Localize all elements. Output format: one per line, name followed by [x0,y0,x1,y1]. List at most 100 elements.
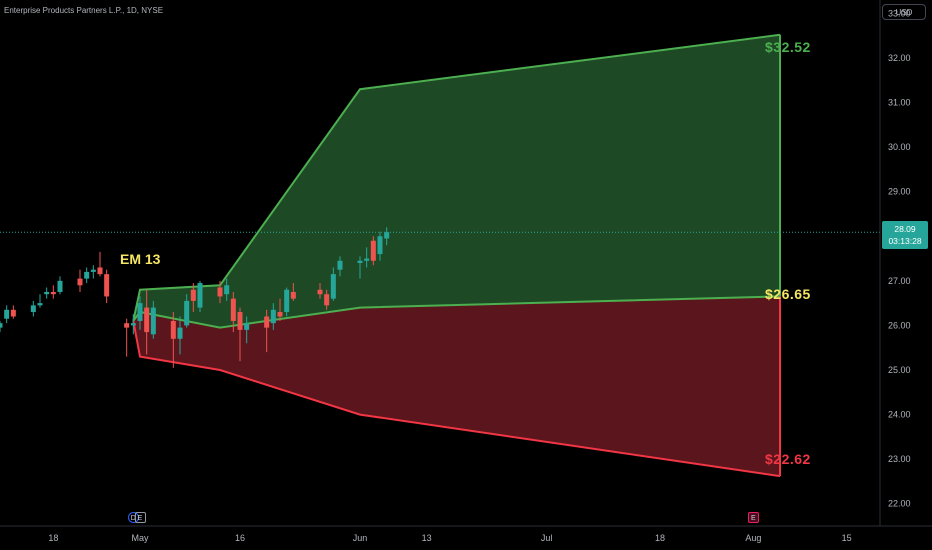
candle [44,287,50,299]
candle-body [84,271,90,279]
candle [30,300,36,317]
time-tick-label: May [131,533,149,543]
earnings-event-icon[interactable]: E [747,512,759,523]
candle [37,294,43,308]
candle-body [324,294,330,306]
bearish-zone [133,296,781,477]
candle-body [77,278,83,286]
candle-body [384,232,390,239]
candle [357,256,363,279]
candle [50,285,56,299]
candle-body [224,285,230,295]
candle [150,300,156,339]
candle-body [97,267,103,275]
lower-bound-line [132,320,781,478]
candle [324,289,330,310]
currency-button[interactable]: USD [882,4,926,20]
lower-level-label: $22.62 [765,451,811,467]
candle-body [37,303,43,306]
price-tick-label: 30.00 [888,142,911,152]
candle [330,267,336,301]
candle-body [90,269,96,272]
time-tick-label: Jun [353,533,368,543]
candle-body [184,300,190,326]
last-price-value: 28.09 [894,224,916,234]
candle-body [244,323,250,330]
candle-body [144,307,150,333]
candle [10,305,16,319]
candle [317,283,323,299]
candle-body [370,240,376,261]
candle-body [277,312,283,317]
candle [364,247,370,268]
price-tick-label: 33.00 [888,8,911,18]
em-label: EM 13 [120,251,161,267]
candle-body [150,307,156,335]
time-axis[interactable]: 18 May 16 Jun 13 Jul 18 Aug 15 [48,533,851,543]
candle-body [50,291,56,295]
price-tick-label: 31.00 [888,98,911,108]
dividend-event-icon[interactable]: D [127,512,139,523]
bar-countdown: 03:13:28 [888,236,922,246]
candle [384,227,390,246]
candle-body [177,327,183,339]
candle [230,291,236,333]
candle-body [170,320,176,339]
price-tick-label: 24.00 [888,410,911,420]
price-tick-label: 26.00 [888,320,911,330]
candle [270,303,276,330]
candle-body [357,260,363,263]
price-tick-label: 22.00 [888,499,911,509]
candle [170,312,176,368]
candle-body [190,289,196,301]
upper-level-label: $32.52 [765,39,811,55]
candle-body [4,309,10,319]
candle [264,309,270,353]
time-tick-label: 15 [842,533,852,543]
price-tick-label: 32.00 [888,53,911,63]
candle [124,318,130,357]
candle-body [284,289,290,313]
candle [370,236,376,266]
candle-body [57,280,63,292]
candle-body [30,305,36,313]
mid-level-label: $26.65 [765,286,811,302]
candle [90,265,96,279]
candle [237,307,243,362]
candle-body [330,274,336,299]
candle [4,305,10,324]
candle [290,283,296,301]
candle [57,276,63,295]
candle [224,278,230,301]
candle-body [364,258,370,261]
time-tick-label: 16 [235,533,245,543]
candle-body [317,289,323,295]
price-tick-label: 29.00 [888,187,911,197]
time-tick-label: 13 [422,533,432,543]
time-tick-label: Jul [541,533,553,543]
price-tick-label: 27.00 [888,276,911,286]
candle-body [264,316,270,328]
candle [0,320,3,333]
candle [130,314,136,335]
candle [84,267,90,284]
price-tick-label: 23.00 [888,454,911,464]
time-tick-label: Aug [745,533,761,543]
candle-body [10,309,16,317]
candle-body [124,323,130,328]
expected-move-zones [132,33,781,478]
candle-body [290,291,296,299]
candle-body [197,283,203,308]
candlestick-series [0,227,390,368]
candle [77,269,83,292]
candle [197,280,203,313]
candle [337,256,343,277]
candle-body [237,312,243,330]
symbol-title: Enterprise Products Partners L.P., 1D, N… [4,6,164,15]
candle-body [377,236,383,255]
time-tick-label: 18 [48,533,58,543]
candle-body [0,323,3,328]
candle-body [44,291,50,295]
earnings-event-icon[interactable]: E [134,512,146,523]
